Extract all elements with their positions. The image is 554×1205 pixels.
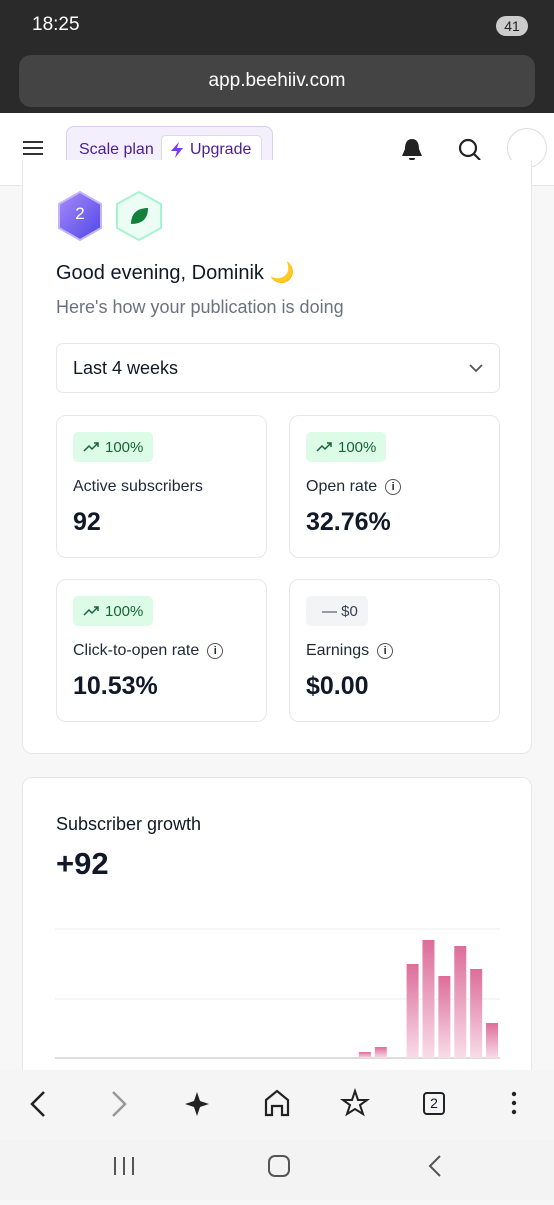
change: 100% xyxy=(105,602,144,620)
upgrade-button[interactable]: Upgrade xyxy=(161,135,263,164)
stat-card: 100% Click-to-open rate i 10.53% xyxy=(56,579,267,722)
stat-value: $0.00 xyxy=(306,672,369,700)
change: 100% xyxy=(338,438,377,456)
info-icon: i xyxy=(385,479,402,495)
period-select[interactable]: Last 4 weeks xyxy=(56,343,500,393)
info-icon: i xyxy=(207,643,224,659)
bar xyxy=(454,946,467,1058)
system-icons xyxy=(114,1155,441,1177)
level-badge-shape xyxy=(58,190,102,242)
change-badge: 100% xyxy=(73,432,154,462)
bar xyxy=(438,976,451,1058)
change-badge: 100% xyxy=(73,596,154,626)
stat-label: Active subscribers xyxy=(73,478,203,496)
nav-icons xyxy=(30,1087,517,1117)
bar xyxy=(358,1052,371,1058)
bar xyxy=(470,969,483,1058)
stat-value: 32.76% xyxy=(306,508,391,536)
tab-count[interactable]: 2 xyxy=(430,1095,438,1111)
bar xyxy=(486,1023,499,1058)
system-nav xyxy=(0,1140,554,1200)
battery: 41 xyxy=(496,16,528,36)
stat-value: 92 xyxy=(73,508,101,536)
overview-card: 2 Good evening, Dominik 🌙 Here's how you… xyxy=(22,160,532,754)
menu-icon[interactable] xyxy=(23,140,43,156)
time: 18:25 xyxy=(32,14,80,35)
growth-total: +92 xyxy=(56,846,109,881)
subtitle: Here's how your publication is doing xyxy=(56,297,344,317)
change: — $0 xyxy=(322,602,358,620)
trend-icon xyxy=(83,603,99,620)
url-bar[interactable]: app.beehiiv.com xyxy=(19,55,535,107)
leaf-badge xyxy=(116,190,162,242)
growth-title: Subscriber growth xyxy=(56,814,202,834)
stat-value: 10.53% xyxy=(73,672,158,700)
label: Click-to-open rate xyxy=(73,642,200,659)
status-bar: 18:25 41 app.beehiiv.com xyxy=(0,0,554,113)
trend-icon xyxy=(316,439,332,456)
upgrade: Upgrade xyxy=(190,141,252,158)
growth-chart xyxy=(55,928,500,1059)
stat-card: 100% Open rate i 32.76% xyxy=(289,415,500,558)
bar xyxy=(422,940,435,1058)
stat-label: Open rate i xyxy=(306,478,402,496)
bar xyxy=(406,964,419,1058)
stat-card: 100% Active subscribers 92 xyxy=(56,415,267,558)
url: app.beehiiv.com xyxy=(208,70,346,91)
change-badge: — $0 xyxy=(306,596,368,626)
stat-card: — $0 Earnings i $0.00 xyxy=(289,579,500,722)
trend-icon xyxy=(83,439,99,456)
bar xyxy=(374,1047,387,1058)
change-badge: 100% xyxy=(306,432,387,462)
info-icon: i xyxy=(377,643,394,659)
plan: Scale plan xyxy=(79,141,154,158)
greeting: Good evening, Dominik 🌙 xyxy=(56,262,295,284)
browser-nav: 2 xyxy=(0,1070,554,1140)
change: 100% xyxy=(105,438,144,456)
label: Earnings xyxy=(306,642,370,659)
stat-label: Click-to-open rate i xyxy=(73,642,224,660)
stat-label: Earnings i xyxy=(306,642,394,660)
search-icon[interactable] xyxy=(458,138,482,162)
bell-icon[interactable] xyxy=(400,137,424,163)
level-badge: 2 xyxy=(75,204,85,223)
period: Last 4 weeks xyxy=(73,358,179,378)
label: Active subscribers xyxy=(73,478,203,495)
label: Open rate xyxy=(306,478,378,495)
